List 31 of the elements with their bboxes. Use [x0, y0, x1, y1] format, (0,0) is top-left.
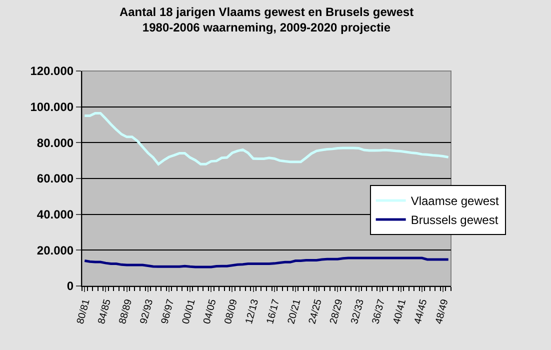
x-tick-label: 48/49: [434, 298, 451, 326]
x-tick-label: 88/89: [117, 298, 135, 326]
x-tick-label: 40/41: [392, 298, 409, 326]
x-tick-label: 24/25: [307, 298, 324, 326]
y-tick-label: 40.000: [36, 208, 74, 222]
x-tick-label: 92/93: [138, 298, 156, 326]
y-tick-label: 20.000: [36, 243, 74, 258]
x-tick-label: 08/09: [222, 298, 240, 326]
x-tick-label: 96/97: [160, 298, 177, 326]
chart-subtitle: 1980-2006 waarneming, 2009-2020 projectie: [142, 20, 391, 34]
x-tick-label: 12/13: [244, 298, 262, 326]
x-tick-label: 00/01: [180, 298, 198, 326]
y-tick-label: 80.000: [36, 136, 74, 150]
line-series: [83, 256, 450, 268]
y-tick-label: 100.000: [30, 100, 74, 114]
x-tick-label: 36/37: [370, 298, 388, 326]
y-tick-label: 120.000: [30, 64, 74, 78]
x-tick-label: 32/33: [349, 298, 367, 326]
line-series: [83, 112, 450, 166]
x-tick-label: 16/17: [265, 298, 282, 326]
legend-label: Vlaamse gewest: [410, 194, 500, 208]
y-tick-label: 0: [66, 279, 74, 294]
x-tick-label: 80/81: [75, 298, 92, 326]
legend-label: Brussels gewest: [410, 213, 499, 228]
x-tick-label: 28/29: [328, 298, 346, 326]
x-tick-label: 04/05: [202, 298, 219, 326]
x-tick-label: 84/85: [96, 298, 114, 326]
chart-title: Aantal 18 jarigen Vlaams gewest en Brusels gewest: [119, 4, 414, 19]
x-tick-label: 20/21: [286, 298, 304, 326]
x-tick-label: 44/45: [412, 298, 430, 326]
y-tick-label: 60.000: [36, 172, 74, 186]
